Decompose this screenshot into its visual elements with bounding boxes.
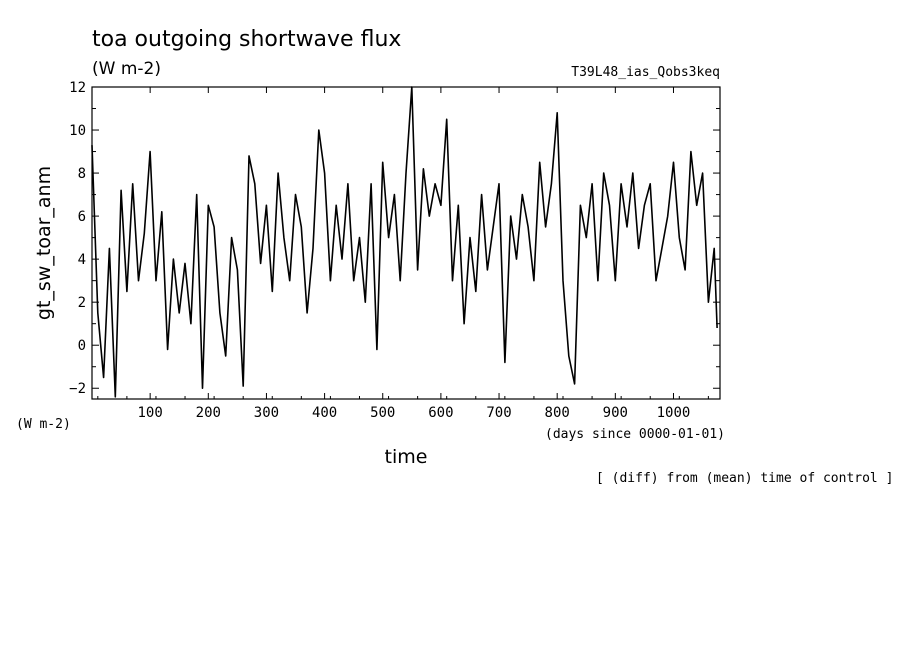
data-series-line — [91, 86, 718, 398]
x-tick-label: 200 — [196, 405, 221, 421]
diff-note: [ (diff) from (mean) time of control ] — [596, 471, 893, 486]
x-tick-label: 800 — [545, 405, 570, 421]
y-tick-label: 0 — [78, 338, 86, 354]
x-ticks: 100 200 300 400 500 600 700 800 900 1000 — [97, 87, 709, 421]
x-tick-label: 500 — [370, 405, 395, 421]
y-tick-label: 12 — [69, 80, 86, 96]
plot-frame — [91, 86, 721, 400]
x-tick-label: 1000 — [657, 405, 691, 421]
y-tick-label: 10 — [69, 123, 86, 139]
chart-units: (W m-2) — [92, 59, 161, 79]
y-tick-label: −2 — [69, 381, 86, 397]
y-axis-units: (W m-2) — [16, 417, 71, 432]
x-tick-label: 900 — [603, 405, 628, 421]
y-tick-label: 4 — [78, 252, 86, 268]
x-tick-label: 100 — [137, 405, 162, 421]
x-tick-label: 300 — [254, 405, 279, 421]
chart-title: toa outgoing shortwave flux — [92, 27, 401, 52]
x-axis-label: time — [385, 446, 428, 468]
y-ticks: −2 0 2 4 6 8 10 12 — [69, 80, 720, 397]
y-tick-label: 8 — [78, 166, 86, 182]
x-tick-label: 400 — [312, 405, 337, 421]
experiment-label: T39L48_ias_Qobs3keq — [571, 65, 720, 80]
y-axis-label: gt_sw_toar_anm — [33, 166, 55, 320]
x-tick-label: 700 — [486, 405, 511, 421]
y-tick-label: 2 — [78, 295, 86, 311]
y-tick-label: 6 — [78, 209, 86, 225]
x-axis-units: (days since 0000-01-01) — [545, 427, 725, 442]
x-tick-label: 600 — [428, 405, 453, 421]
